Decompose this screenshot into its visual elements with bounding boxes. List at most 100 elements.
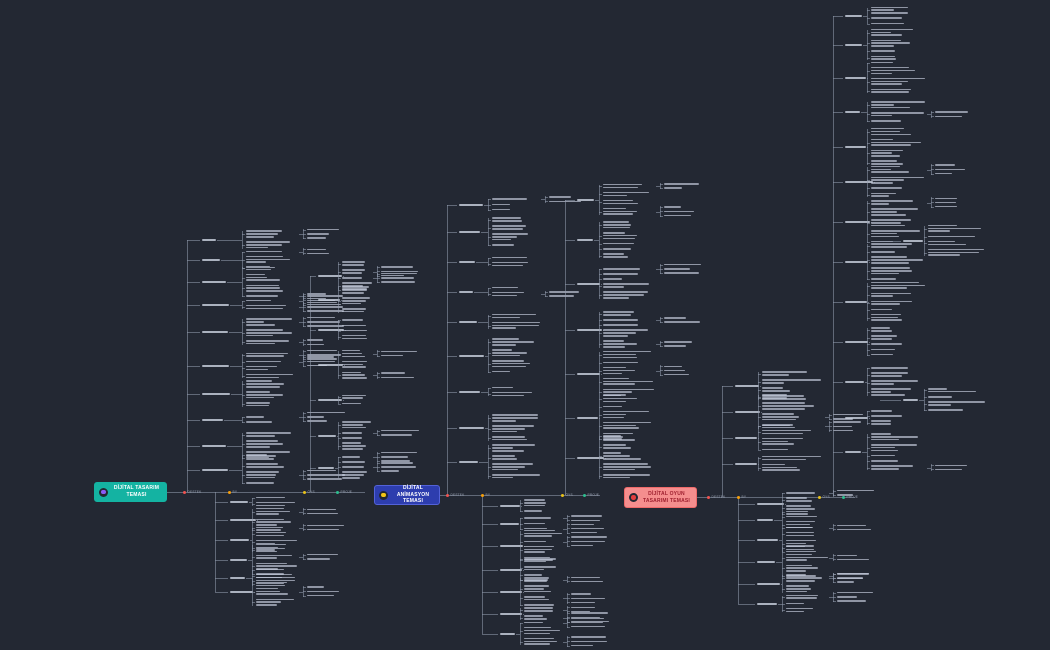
- branch-text-bar[interactable]: [871, 17, 903, 19]
- branch-label-bar[interactable]: [202, 365, 230, 367]
- milestone-dot[interactable]: [561, 494, 564, 497]
- branch-text-bar[interactable]: [307, 512, 338, 515]
- branch-text-bar[interactable]: [492, 313, 536, 316]
- branch-text-bar[interactable]: [256, 573, 292, 576]
- branch-label-bar[interactable]: [735, 463, 758, 465]
- branch-text-bar[interactable]: [246, 266, 276, 269]
- branch-text-bar[interactable]: [246, 241, 290, 243]
- branch-label-bar[interactable]: [459, 461, 478, 463]
- branch-text-bar[interactable]: [246, 250, 282, 253]
- branch-text-bar[interactable]: [524, 551, 546, 553]
- branch-text-bar[interactable]: [935, 197, 957, 199]
- branch-text-bar[interactable]: [492, 463, 534, 465]
- branch-text-bar[interactable]: [492, 256, 527, 259]
- branch-text-bar[interactable]: [837, 573, 870, 575]
- branch-text-bar[interactable]: [603, 350, 651, 353]
- branch-text-bar[interactable]: [524, 527, 547, 530]
- branch-text-bar[interactable]: [256, 547, 285, 550]
- branch-text-bar[interactable]: [786, 597, 817, 599]
- branch-text-bar[interactable]: [524, 637, 554, 640]
- branch-text-bar[interactable]: [381, 429, 419, 432]
- branch-text-bar[interactable]: [786, 534, 814, 537]
- branch-text-bar[interactable]: [381, 372, 406, 374]
- branch-text-bar[interactable]: [603, 452, 622, 454]
- branch-text-bar[interactable]: [342, 360, 368, 363]
- branch-text-bar[interactable]: [246, 360, 281, 363]
- branch-text-bar[interactable]: [381, 462, 413, 464]
- branch-text-bar[interactable]: [871, 163, 904, 165]
- branch-text-bar[interactable]: [342, 374, 366, 376]
- branch-label-bar[interactable]: [757, 519, 774, 521]
- branch-text-bar[interactable]: [307, 586, 324, 588]
- branch-label-bar[interactable]: [903, 399, 918, 401]
- branch-text-bar[interactable]: [786, 542, 807, 545]
- branch-text-bar[interactable]: [342, 421, 371, 423]
- branch-text-bar[interactable]: [342, 456, 361, 458]
- branch-text-bar[interactable]: [307, 301, 338, 304]
- branch-text-bar[interactable]: [256, 579, 295, 582]
- branch-text-bar[interactable]: [492, 466, 526, 468]
- theme-node-dijital-oyun-tasarimi[interactable]: DİJİTAL OYUN TASARIMI TEMASI: [624, 487, 697, 508]
- branch-text-bar[interactable]: [256, 582, 284, 585]
- branch-text-bar[interactable]: [664, 183, 699, 185]
- branch-text-bar[interactable]: [492, 444, 535, 446]
- branch-text-bar[interactable]: [871, 256, 907, 258]
- branch-text-bar[interactable]: [524, 548, 553, 551]
- branch-label-bar[interactable]: [735, 411, 760, 413]
- branch-text-bar[interactable]: [342, 397, 364, 399]
- branch-text-bar[interactable]: [871, 42, 911, 44]
- branch-text-bar[interactable]: [664, 272, 700, 274]
- branch-text-bar[interactable]: [871, 176, 924, 179]
- branch-text-bar[interactable]: [603, 458, 642, 460]
- branch-text-bar[interactable]: [256, 550, 278, 553]
- branch-text-bar[interactable]: [871, 380, 919, 382]
- branch-text-bar[interactable]: [246, 380, 272, 382]
- branch-text-bar[interactable]: [524, 499, 545, 501]
- branch-text-bar[interactable]: [256, 587, 278, 590]
- branch-label-bar[interactable]: [202, 419, 223, 421]
- milestone-dot[interactable]: [842, 496, 845, 499]
- branch-text-bar[interactable]: [786, 564, 812, 567]
- branch-text-bar[interactable]: [246, 307, 283, 310]
- branch-text-bar[interactable]: [492, 203, 510, 206]
- branch-text-bar[interactable]: [492, 420, 517, 422]
- branch-text-bar[interactable]: [603, 268, 641, 270]
- branch-text-bar[interactable]: [524, 510, 543, 512]
- branch-text-bar[interactable]: [786, 520, 815, 523]
- branch-text-bar[interactable]: [603, 391, 632, 393]
- branch-text-bar[interactable]: [246, 455, 277, 457]
- branch-text-bar[interactable]: [524, 559, 554, 561]
- branch-text-bar[interactable]: [492, 327, 516, 329]
- branch-text-bar[interactable]: [524, 540, 547, 543]
- branch-text-bar[interactable]: [928, 388, 947, 390]
- branch-text-bar[interactable]: [603, 400, 626, 403]
- branch-text-bar[interactable]: [381, 272, 418, 275]
- branch-text-bar[interactable]: [871, 343, 902, 345]
- branch-text-bar[interactable]: [524, 615, 544, 617]
- branch-text-bar[interactable]: [786, 580, 815, 582]
- branch-text-bar[interactable]: [786, 531, 814, 534]
- branch-text-bar[interactable]: [381, 277, 415, 279]
- branch-text-bar[interactable]: [603, 314, 632, 316]
- branch-text-bar[interactable]: [246, 265, 270, 268]
- branch-text-bar[interactable]: [307, 358, 337, 360]
- branch-text-bar[interactable]: [342, 337, 367, 340]
- branch-text-bar[interactable]: [492, 425, 534, 427]
- branch-text-bar[interactable]: [307, 524, 344, 526]
- branch-text-bar[interactable]: [871, 423, 892, 425]
- branch-text-bar[interactable]: [492, 349, 512, 351]
- branch-text-bar[interactable]: [871, 449, 898, 452]
- branch-text-bar[interactable]: [342, 471, 367, 473]
- branch-label-bar[interactable]: [230, 577, 246, 579]
- branch-text-bar[interactable]: [871, 372, 909, 374]
- branch-text-bar[interactable]: [342, 261, 365, 263]
- branch-text-bar[interactable]: [246, 474, 276, 476]
- branch-label-bar[interactable]: [577, 329, 602, 331]
- branch-text-bar[interactable]: [381, 466, 416, 468]
- branch-text-bar[interactable]: [762, 394, 788, 396]
- branch-text-bar[interactable]: [524, 502, 547, 504]
- branch-text-bar[interactable]: [871, 267, 910, 269]
- branch-text-bar[interactable]: [307, 416, 325, 418]
- branch-text-bar[interactable]: [246, 454, 267, 456]
- branch-text-bar[interactable]: [871, 316, 898, 319]
